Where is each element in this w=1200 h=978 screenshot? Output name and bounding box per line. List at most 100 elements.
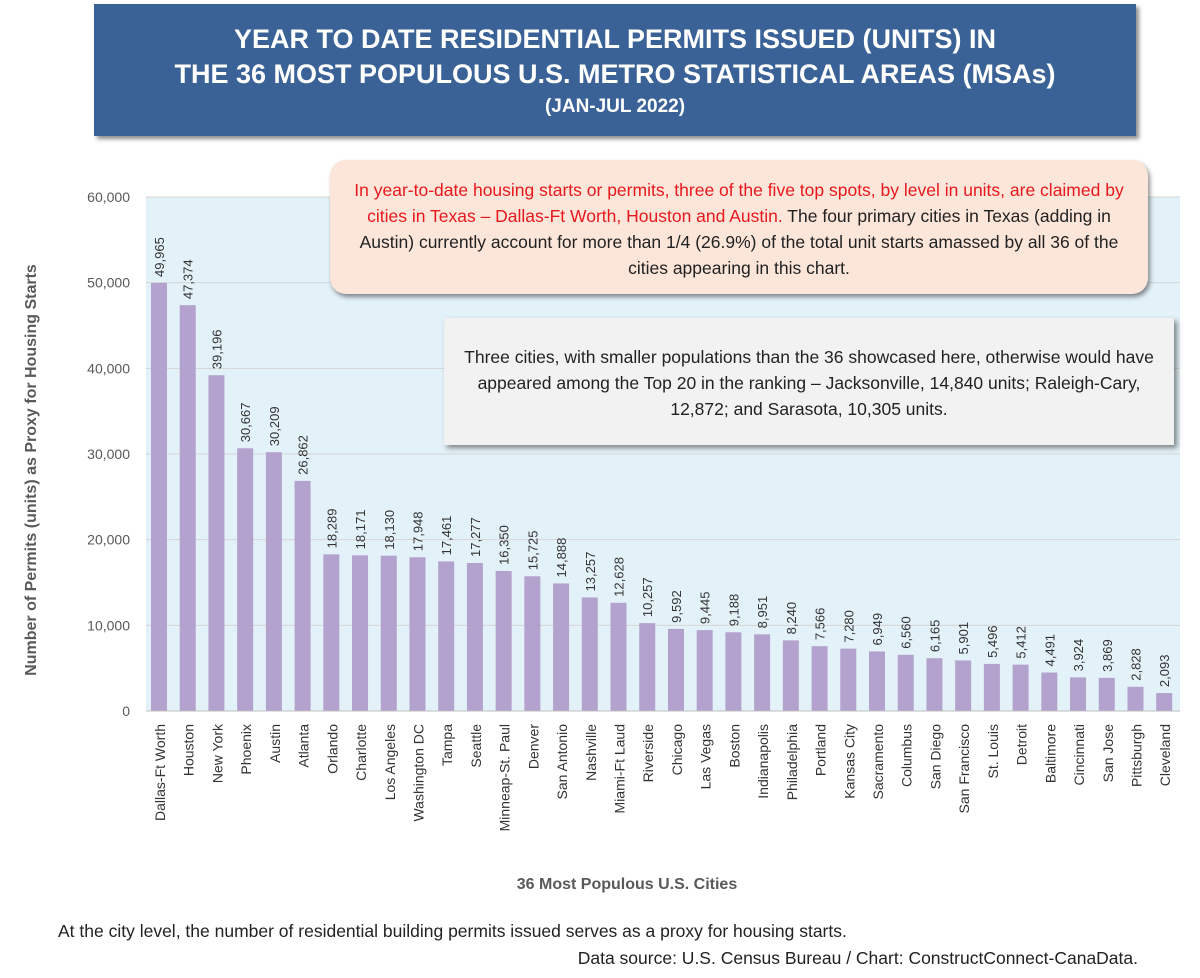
- data-label: 5,412: [1014, 626, 1029, 659]
- x-tick-label: Austin: [267, 724, 283, 763]
- bar: [639, 623, 656, 711]
- data-label: 6,560: [899, 616, 914, 649]
- data-label: 5,901: [956, 622, 971, 655]
- bar: [466, 562, 483, 711]
- data-label: 3,924: [1071, 639, 1086, 672]
- bar: [1127, 686, 1144, 711]
- y-tick-label: 20,000: [87, 532, 130, 548]
- x-tick-label: San Francisco: [956, 724, 972, 814]
- x-tick-label: Cleveland: [1157, 724, 1173, 786]
- smaller-cities-callout-text: Three cities, with smaller populations t…: [464, 347, 1154, 419]
- x-tick-label: Miami-Ft Laud: [612, 724, 628, 813]
- data-label: 2,828: [1128, 648, 1143, 681]
- data-label: 2,093: [1157, 655, 1172, 688]
- data-source: Data source: U.S. Census Bureau / Chart:…: [577, 948, 1138, 968]
- x-tick-label: Houston: [181, 724, 197, 776]
- x-tick-label: Riverside: [640, 724, 656, 783]
- data-label: 18,289: [324, 509, 339, 549]
- x-tick-label: St. Louis: [985, 724, 1001, 778]
- bar: [1070, 677, 1087, 711]
- data-label: 12,628: [612, 557, 627, 597]
- data-label: 13,257: [583, 552, 598, 592]
- data-label: 39,196: [209, 329, 224, 369]
- footer-note: At the city level, the number of residen…: [58, 921, 847, 941]
- x-tick-label: Cincinnati: [1071, 724, 1087, 785]
- bar: [811, 646, 828, 711]
- title-line-3: (JAN-JUL 2022): [544, 96, 686, 117]
- data-label: 49,965: [152, 237, 167, 277]
- y-tick-label: 0: [122, 703, 130, 719]
- data-label: 3,869: [1100, 639, 1115, 672]
- bar: [179, 305, 196, 711]
- bar: [696, 630, 713, 711]
- x-tick-label: Sacramento: [870, 724, 886, 800]
- title-banner: YEAR TO DATE RESIDENTIAL PERMITS ISSUED …: [94, 4, 1136, 136]
- bar: [237, 448, 254, 711]
- bar: [667, 628, 684, 711]
- y-tick-label: 10,000: [87, 617, 130, 633]
- data-label: 8,951: [755, 596, 770, 629]
- x-tick-label: Detroit: [1014, 724, 1030, 765]
- texas-callout-highlight: In year-to-date housing starts or permit…: [354, 180, 1124, 226]
- x-tick-label: Columbus: [899, 724, 915, 787]
- x-axis-label: 36 Most Populous U.S. Cities: [516, 876, 738, 893]
- data-label: 17,461: [439, 516, 454, 556]
- x-tick-label: Portland: [813, 724, 829, 776]
- bar: [897, 654, 914, 711]
- data-label: 17,277: [468, 517, 483, 557]
- bar: [782, 640, 799, 711]
- title-line-1: YEAR TO DATE RESIDENTIAL PERMITS ISSUED …: [233, 24, 997, 54]
- x-tick-label: Atlanta: [296, 724, 312, 768]
- bar: [151, 282, 167, 711]
- bar: [1098, 677, 1115, 711]
- data-label: 8,240: [784, 602, 799, 635]
- y-tick-label: 30,000: [87, 446, 130, 462]
- bar: [869, 651, 885, 711]
- x-tick-label: San Jose: [1100, 724, 1116, 783]
- data-label: 5,496: [985, 625, 1000, 658]
- bar: [208, 375, 225, 711]
- data-label: 14,888: [554, 538, 569, 578]
- x-tick-label: Phoenix: [238, 724, 254, 775]
- bar: [553, 583, 570, 711]
- data-label: 4,491: [1042, 634, 1057, 667]
- bar: [352, 555, 369, 711]
- y-axis-label: Number of Permits (units) as Proxy for H…: [23, 264, 40, 676]
- data-label: 15,725: [525, 531, 540, 571]
- bar: [495, 570, 512, 711]
- bar: [524, 576, 541, 711]
- data-label: 9,188: [726, 594, 741, 627]
- x-tick-label: Orlando: [324, 724, 340, 774]
- data-label: 26,862: [296, 435, 311, 475]
- bar: [581, 597, 598, 711]
- x-tick-label: Las Vegas: [698, 724, 714, 789]
- x-tick-label: Pittsburgh: [1128, 724, 1144, 787]
- bar: [380, 555, 397, 711]
- bar: [926, 658, 943, 711]
- bar: [754, 634, 771, 711]
- bar: [840, 648, 857, 711]
- x-tick-label: Charlotte: [353, 724, 369, 781]
- x-tick-label: Indianapolis: [755, 724, 771, 799]
- data-label: 16,350: [497, 525, 512, 565]
- data-label: 7,280: [841, 610, 856, 643]
- x-tick-label: Denver: [525, 724, 541, 769]
- data-label: 6,949: [870, 613, 885, 646]
- data-label: 9,592: [669, 590, 684, 623]
- data-label: 7,566: [813, 608, 828, 641]
- title-line-2: THE 36 MOST POPULOUS U.S. METRO STATISTI…: [174, 59, 1056, 89]
- data-label: 18,130: [382, 510, 397, 550]
- y-tick-label: 50,000: [87, 275, 130, 291]
- data-label: 10,257: [640, 577, 655, 617]
- x-tick-label: San Diego: [927, 724, 943, 790]
- data-label: 17,948: [410, 511, 425, 551]
- x-tick-label: Chicago: [669, 724, 685, 776]
- y-tick-label: 40,000: [87, 360, 130, 376]
- bar: [438, 561, 455, 711]
- bar: [323, 554, 340, 711]
- x-tick-label: Dallas-Ft Worth: [152, 724, 168, 821]
- texas-callout-text: The four primary cities in Texas (adding…: [359, 206, 1119, 278]
- x-tick-label: Minneap-St. Paul: [497, 724, 513, 831]
- x-tick-label: Seattle: [468, 724, 484, 768]
